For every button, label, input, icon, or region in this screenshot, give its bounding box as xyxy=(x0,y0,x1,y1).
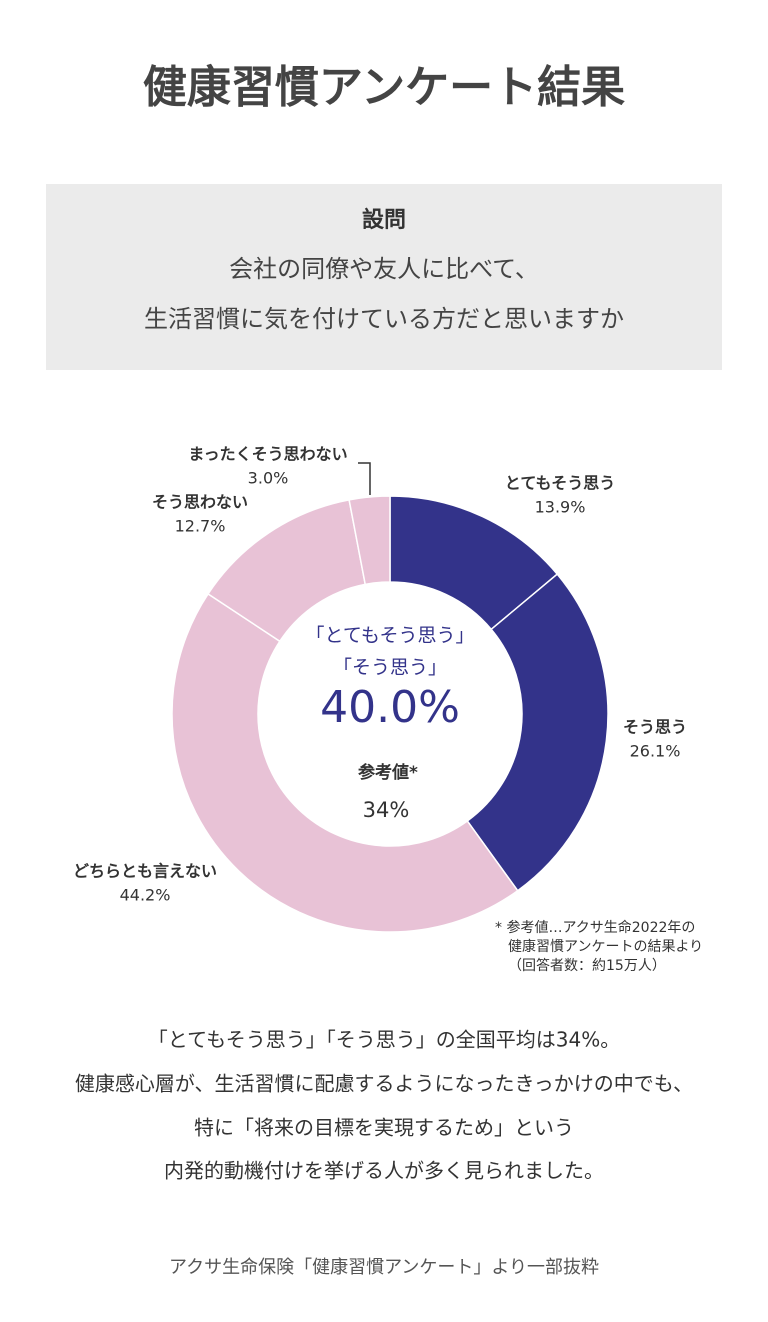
donut-segment xyxy=(171,592,519,933)
segment-value-label: 12.7% xyxy=(175,517,226,536)
page-title: 健康習慣アンケート結果 xyxy=(143,62,625,113)
segment-label: そう思わない xyxy=(152,493,248,512)
body-line: 健康感心層が、生活習慣に配慮するようになったきっかけの中でも、 xyxy=(75,1072,693,1096)
segment-label: まったくそう思わない xyxy=(188,445,347,464)
label-leader xyxy=(358,462,371,495)
body-line: 内発的動機付けを挙げる人が多く見られました。 xyxy=(164,1159,604,1183)
segment-label: どちらとも言えない xyxy=(73,862,217,881)
donut-segment xyxy=(348,495,391,586)
segment-label: そう思う xyxy=(623,718,687,737)
segment-value-label: 26.1% xyxy=(630,742,681,761)
segment-value-label: 13.9% xyxy=(535,498,586,517)
donut-segment xyxy=(466,573,609,892)
segment-value-label: 3.0% xyxy=(248,469,289,488)
note-line: （回答者数：約15万人） xyxy=(508,957,666,974)
center-label: 「そう思う」 xyxy=(333,657,447,679)
donut-chart: とてもそう思う 13.9% そう思う 26.1% どちらとも言えない 44.2% そう思わな… xyxy=(73,445,687,933)
segment-label: とてもそう思う xyxy=(505,474,615,493)
question-line: 生活習慣に気を付けている方だと思いますか xyxy=(144,305,624,333)
segment-value-label: 44.2% xyxy=(120,886,171,905)
center-label: 「とてもそう思う」 xyxy=(305,625,474,647)
question-box xyxy=(46,184,722,370)
center-value: 40.0% xyxy=(320,682,460,733)
reference-label: 参考値* xyxy=(358,762,418,783)
note-line: 健康習慣アンケートの結果より xyxy=(508,938,703,955)
body-line: 「とてもそう思う」「そう思う」の全国平均は34%。 xyxy=(148,1028,620,1052)
body-line: 特に「将来の目標を実現するため」という xyxy=(194,1116,574,1140)
question-line: 会社の同僚や友人に比べて、 xyxy=(229,255,539,283)
question-label: 設問 xyxy=(362,207,406,233)
note-line: * 参考値…アクサ生命2022年の xyxy=(495,919,695,936)
reference-value: 34% xyxy=(363,798,410,822)
source: アクサ生命保険「健康習慣アンケート」より一部抜粋 xyxy=(169,1257,599,1278)
